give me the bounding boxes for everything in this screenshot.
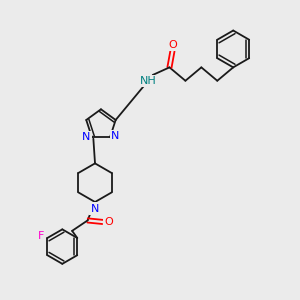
Text: F: F bbox=[38, 232, 44, 242]
Text: O: O bbox=[105, 217, 113, 227]
Text: N: N bbox=[82, 132, 91, 142]
Text: NH: NH bbox=[140, 76, 156, 86]
Text: O: O bbox=[168, 40, 177, 50]
Text: N: N bbox=[91, 204, 99, 214]
Text: N: N bbox=[111, 131, 120, 141]
